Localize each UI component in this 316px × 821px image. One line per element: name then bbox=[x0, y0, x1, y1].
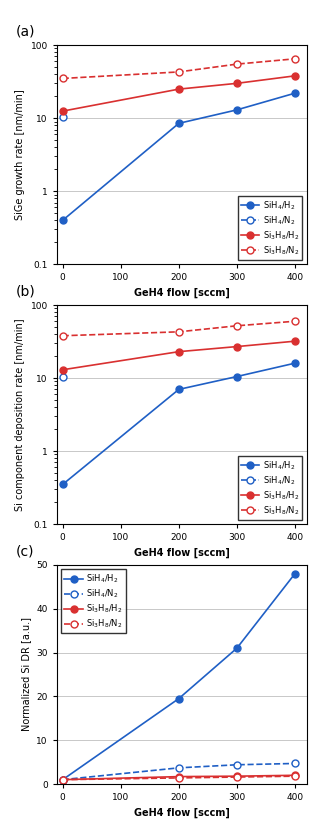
Si$_3$H$_8$/N$_2$ bbox=[61, 74, 64, 84]
Si$_3$H$_8$/H$_2$ bbox=[177, 346, 181, 356]
Y-axis label: SiGe growth rate [nm/min]: SiGe growth rate [nm/min] bbox=[15, 89, 25, 220]
Si$_3$H$_8$/H$_2$ bbox=[61, 775, 64, 785]
Si$_3$H$_8$/H$_2$ bbox=[293, 71, 297, 80]
Y-axis label: Si component deposition rate [nm/min]: Si component deposition rate [nm/min] bbox=[15, 319, 25, 511]
Line: SiH$_4$/N$_2$: SiH$_4$/N$_2$ bbox=[59, 760, 298, 783]
SiH$_4$/H$_2$ bbox=[61, 775, 64, 785]
X-axis label: GeH4 flow [sccm]: GeH4 flow [sccm] bbox=[134, 288, 230, 298]
Line: Si$_3$H$_8$/H$_2$: Si$_3$H$_8$/H$_2$ bbox=[59, 337, 298, 374]
Si$_3$H$_8$/N$_2$ bbox=[235, 772, 239, 782]
SiH$_4$/H$_2$ bbox=[61, 215, 64, 225]
SiH$_4$/H$_2$ bbox=[235, 644, 239, 654]
Si$_3$H$_8$/H$_2$ bbox=[293, 337, 297, 346]
Si$_3$H$_8$/N$_2$ bbox=[61, 331, 64, 341]
Text: (c): (c) bbox=[16, 545, 34, 559]
SiH$_4$/N$_2$ bbox=[293, 759, 297, 768]
Si$_3$H$_8$/N$_2$ bbox=[235, 59, 239, 69]
Si$_3$H$_8$/H$_2$ bbox=[235, 79, 239, 89]
Legend: SiH$_4$/H$_2$, SiH$_4$/N$_2$, Si$_3$H$_8$/H$_2$, Si$_3$H$_8$/N$_2$: SiH$_4$/H$_2$, SiH$_4$/N$_2$, Si$_3$H$_8… bbox=[238, 456, 302, 520]
Si$_3$H$_8$/H$_2$ bbox=[61, 106, 64, 116]
SiH$_4$/H$_2$ bbox=[235, 372, 239, 382]
Text: (b): (b) bbox=[16, 285, 35, 299]
Line: Si$_3$H$_8$/N$_2$: Si$_3$H$_8$/N$_2$ bbox=[59, 55, 298, 82]
Line: Si$_3$H$_8$/H$_2$: Si$_3$H$_8$/H$_2$ bbox=[59, 72, 298, 115]
Text: (a): (a) bbox=[16, 25, 35, 39]
Legend: SiH$_4$/H$_2$, SiH$_4$/N$_2$, Si$_3$H$_8$/H$_2$, Si$_3$H$_8$/N$_2$: SiH$_4$/H$_2$, SiH$_4$/N$_2$, Si$_3$H$_8… bbox=[238, 196, 302, 260]
SiH$_4$/H$_2$ bbox=[293, 569, 297, 579]
Si$_3$H$_8$/H$_2$ bbox=[235, 342, 239, 351]
Line: SiH$_4$/H$_2$: SiH$_4$/H$_2$ bbox=[59, 89, 298, 224]
Line: Si$_3$H$_8$/H$_2$: Si$_3$H$_8$/H$_2$ bbox=[59, 772, 298, 783]
SiH$_4$/H$_2$ bbox=[293, 358, 297, 368]
Y-axis label: Normalized Si DR [a.u.]: Normalized Si DR [a.u.] bbox=[21, 617, 31, 732]
Si$_3$H$_8$/H$_2$ bbox=[177, 85, 181, 94]
Si$_3$H$_8$/H$_2$ bbox=[61, 365, 64, 374]
Si$_3$H$_8$/N$_2$ bbox=[293, 316, 297, 326]
SiH$_4$/H$_2$ bbox=[235, 105, 239, 115]
Line: SiH$_4$/H$_2$: SiH$_4$/H$_2$ bbox=[59, 571, 298, 783]
Si$_3$H$_8$/N$_2$ bbox=[177, 773, 181, 783]
SiH$_4$/N$_2$ bbox=[177, 763, 181, 773]
Si$_3$H$_8$/H$_2$ bbox=[235, 771, 239, 781]
SiH$_4$/H$_2$ bbox=[293, 89, 297, 99]
SiH$_4$/H$_2$ bbox=[177, 118, 181, 128]
Si$_3$H$_8$/N$_2$ bbox=[235, 321, 239, 331]
SiH$_4$/N$_2$ bbox=[61, 775, 64, 785]
Line: SiH$_4$/H$_2$: SiH$_4$/H$_2$ bbox=[59, 360, 298, 488]
Line: Si$_3$H$_8$/N$_2$: Si$_3$H$_8$/N$_2$ bbox=[59, 318, 298, 339]
Si$_3$H$_8$/N$_2$ bbox=[293, 54, 297, 64]
X-axis label: GeH4 flow [sccm]: GeH4 flow [sccm] bbox=[134, 808, 230, 818]
SiH$_4$/N$_2$ bbox=[235, 760, 239, 770]
SiH$_4$/H$_2$ bbox=[177, 694, 181, 704]
SiH$_4$/H$_2$ bbox=[177, 384, 181, 394]
SiH$_4$/H$_2$ bbox=[61, 479, 64, 489]
Si$_3$H$_8$/N$_2$ bbox=[293, 771, 297, 781]
Line: Si$_3$H$_8$/N$_2$: Si$_3$H$_8$/N$_2$ bbox=[59, 773, 298, 783]
Si$_3$H$_8$/H$_2$ bbox=[293, 770, 297, 780]
X-axis label: GeH4 flow [sccm]: GeH4 flow [sccm] bbox=[134, 548, 230, 558]
Si$_3$H$_8$/H$_2$ bbox=[177, 772, 181, 782]
Si$_3$H$_8$/N$_2$ bbox=[177, 327, 181, 337]
Si$_3$H$_8$/N$_2$ bbox=[177, 67, 181, 77]
Legend: SiH$_4$/H$_2$, SiH$_4$/N$_2$, Si$_3$H$_8$/H$_2$, Si$_3$H$_8$/N$_2$: SiH$_4$/H$_2$, SiH$_4$/N$_2$, Si$_3$H$_8… bbox=[61, 569, 126, 633]
Si$_3$H$_8$/N$_2$ bbox=[61, 775, 64, 785]
